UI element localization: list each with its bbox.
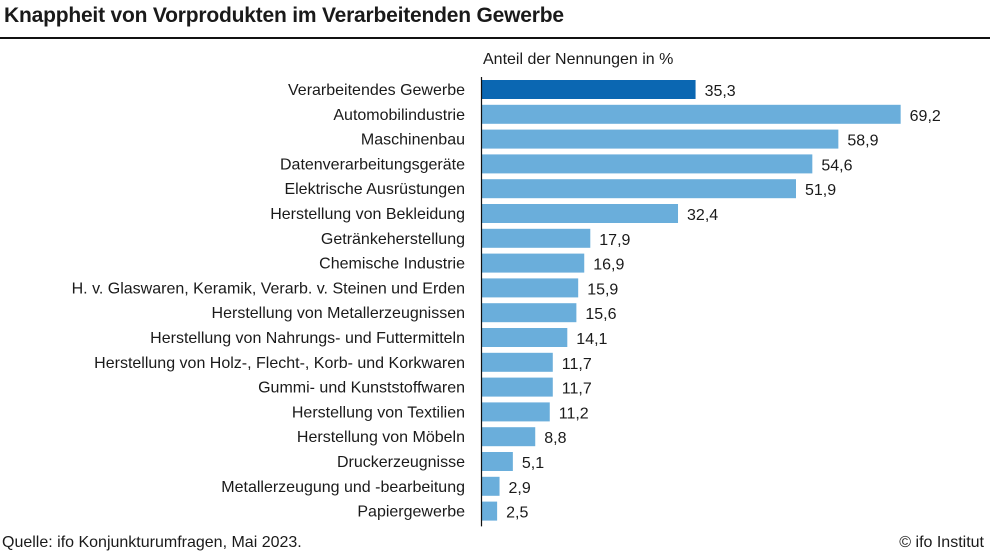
value-label: 69,2 [910,108,941,125]
category-label: Herstellung von Holz-, Flecht-, Korb- un… [94,355,465,372]
bar [482,402,550,422]
value-label: 54,6 [821,157,852,174]
bar [482,427,536,447]
value-label: 15,9 [587,281,618,298]
bar [482,303,577,323]
bar [482,278,579,298]
category-label: Herstellung von Textilien [292,404,465,421]
copyright-note: © ifo Institut [899,534,984,551]
category-label: Maschinenbau [361,132,465,149]
category-label: Datenverarbeitungsgeräte [280,156,465,173]
value-label: 11,7 [562,356,592,373]
value-label: 51,9 [805,182,836,199]
chart-subtitle: Anteil der Nennungen in % [483,51,674,68]
bar [482,179,796,199]
bar [482,377,553,397]
category-label: Verarbeitendes Gewerbe [288,82,465,99]
value-label: 8,8 [544,430,566,447]
category-label: Gummi- und Kunststoffwaren [258,380,465,397]
title-divider [0,37,990,39]
value-label: 5,1 [522,455,544,472]
bar [482,228,591,248]
source-note: Quelle: ifo Konjunkturumfragen, Mai 2023… [2,534,302,551]
category-label: Papiergewerbe [357,504,465,521]
value-label: 16,9 [593,257,624,274]
category-label: H. v. Glaswaren, Keramik, Verarb. v. Ste… [72,280,465,297]
value-label: 17,9 [599,232,630,249]
category-label: Metallerzeugung und -bearbeitung [221,479,465,496]
category-label: Automobilindustrie [333,107,465,124]
bar [482,253,585,273]
bar [482,328,568,347]
value-label: 32,4 [687,207,718,224]
bar [482,154,813,174]
value-label: 11,7 [562,381,592,398]
category-label: Herstellung von Bekleidung [270,206,465,223]
bar [482,501,498,521]
bar [482,452,513,471]
category-label: Herstellung von Möbeln [297,429,465,446]
value-label: 14,1 [576,331,607,348]
value-label: 58,9 [847,133,878,150]
value-label: 2,5 [506,505,528,522]
value-label: 2,9 [509,480,531,497]
category-label: Herstellung von Nahrungs- und Futtermitt… [150,330,465,347]
value-label: 11,2 [559,405,589,422]
bar [482,204,679,223]
value-label: 15,6 [585,306,616,323]
bar [482,476,500,496]
category-label: Herstellung von Metallerzeugnissen [212,305,465,322]
bar [482,104,901,124]
bar [482,129,839,149]
category-label: Elektrische Ausrüstungen [284,181,465,198]
category-label: Getränkeherstellung [321,231,465,248]
chart-title: Knappheit von Vorprodukten im Verarbeite… [4,4,564,27]
bar [482,352,553,372]
category-label: Druckerzeugnisse [337,454,465,471]
bar [482,80,696,99]
category-label: Chemische Industrie [319,256,465,273]
value-label: 35,3 [705,83,736,100]
